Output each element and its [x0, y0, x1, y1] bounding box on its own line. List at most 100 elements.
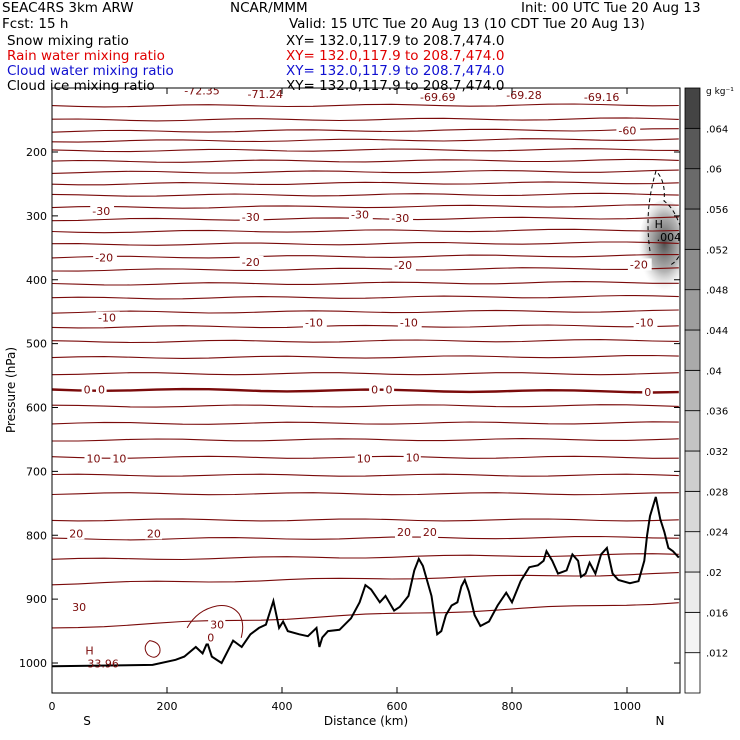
- extremum-value: .004066: [657, 231, 703, 244]
- contour-label: -71.24: [248, 88, 283, 101]
- y-tick-label: 700: [26, 465, 47, 478]
- x-tick-label: 400: [272, 700, 293, 713]
- contour-label: -10: [98, 311, 116, 324]
- contour-label: 0: [84, 384, 91, 397]
- contour-label-bg: [245, 88, 290, 100]
- contour-label: -10: [305, 317, 323, 330]
- plot-frame: [51, 87, 681, 694]
- contour-label: 20: [397, 526, 411, 539]
- temperature-contour-line: [52, 138, 679, 143]
- temperature-contour-line: [52, 281, 679, 286]
- center-label: NCAR/MMM: [230, 0, 308, 16]
- temperature-contour-line: [52, 535, 679, 541]
- init-time: Init: 00 UTC Tue 20 Aug 13: [521, 0, 701, 16]
- colorbar-bin: [684, 611, 701, 654]
- contour-label: -20: [242, 256, 260, 269]
- temperature-contour-line: [52, 387, 679, 394]
- x-tick-label: 200: [157, 700, 178, 713]
- contour-label-bg: [96, 311, 120, 324]
- temperature-contour-line: [52, 404, 679, 408]
- colorbar-level-label: .024: [706, 528, 728, 539]
- plot-area: -72.35 -71.24 -69.69 -69.28 -69.16 -60 -30 -30 -…: [52, 88, 703, 671]
- y-tick-label: 900: [26, 593, 47, 606]
- temperature-contour-line: [52, 572, 679, 586]
- temperature-contour-line: [52, 438, 679, 442]
- temperature-contour-line: [52, 309, 679, 314]
- temperature-contour-line: [52, 192, 679, 197]
- contour-label-bg: [110, 452, 128, 465]
- temperature-contour-line: [52, 354, 679, 359]
- colorbar-level-label: .032: [706, 447, 728, 458]
- rain-contour-squiggle: [186, 605, 244, 639]
- x-end-label-south: S: [83, 714, 91, 728]
- temperature-contour-line: [52, 553, 679, 561]
- cloud-ice-shading: [638, 199, 680, 296]
- x-tick-label: 1000: [613, 700, 641, 713]
- x-tick-label: 0: [49, 700, 56, 713]
- colorbar-level-label: .028: [706, 487, 728, 498]
- temperature-contour-line: [52, 117, 679, 122]
- contour-label-bg: [239, 211, 264, 224]
- temperature-contour-line: [52, 103, 679, 108]
- temperature-contour-line: [52, 169, 679, 174]
- colorbar-unit: g kg⁻¹: [706, 87, 734, 97]
- y-tick-label: 300: [26, 210, 47, 223]
- contour-label: -30: [391, 212, 409, 225]
- contour-label-bg: [67, 527, 85, 540]
- y-tick-label: 800: [26, 529, 47, 542]
- temperature-contour-line: [52, 339, 679, 344]
- contour-label-bg: [627, 258, 652, 271]
- temperature-contour-line: [52, 148, 679, 153]
- field-cloudwater-xy: XY= 132.0,117.9 to 208.7,474.0: [286, 63, 505, 79]
- contour-label-bg: [84, 452, 102, 465]
- colorbar-level-label: .056: [706, 205, 728, 216]
- temperature-contour-line: [52, 602, 679, 629]
- colorbar-level-label: .036: [706, 407, 728, 418]
- field-snow-name: Snow mixing ratio: [7, 33, 129, 49]
- contour-label: -60: [618, 124, 636, 137]
- contour-label: 10: [406, 451, 420, 464]
- colorbar-bin: [684, 168, 701, 210]
- contour-label-bg: [70, 600, 88, 613]
- colorbar-bin: [684, 652, 701, 694]
- contour-label-bg: [504, 89, 548, 102]
- contour-label-bg: [420, 526, 439, 539]
- colorbar-bin: [684, 571, 701, 613]
- contour-label: 10: [87, 453, 101, 466]
- contour-label: -20: [630, 258, 648, 271]
- contour-label: 20: [423, 526, 437, 539]
- rain-contour-squiggle: [144, 640, 161, 658]
- contour-label-bg: [239, 255, 264, 268]
- temperature-contour-line: [52, 518, 679, 522]
- contour-label-bg: [581, 91, 626, 104]
- contour-label: -69.28: [506, 89, 541, 102]
- y-tick-label: 600: [26, 402, 47, 415]
- extremum-value: 33.96: [87, 658, 119, 671]
- temperature-contour-line: [52, 128, 679, 133]
- cloud-water-dashed-contour: [647, 170, 680, 266]
- y-tick-label: 200: [26, 146, 47, 159]
- contour-label-bg: [616, 124, 641, 137]
- colorbar-level-label: .064: [706, 124, 728, 135]
- contour-label: -10: [636, 317, 654, 330]
- colorbar-bin: [684, 531, 701, 573]
- contour-label: -20: [95, 251, 113, 264]
- colorbar-level-label: .016: [706, 608, 728, 619]
- colorbar-bin: [684, 208, 701, 250]
- contour-label: -20: [394, 259, 412, 272]
- contour-label-bg: [205, 631, 216, 644]
- colorbar-level-label: .06: [706, 165, 722, 176]
- contour-label-bg: [395, 526, 413, 539]
- colorbar-level-label: .012: [706, 649, 728, 660]
- contour-label: 10: [357, 453, 371, 466]
- contour-label-bg: [208, 618, 226, 631]
- x-end-label-north: N: [656, 714, 665, 728]
- contour-label-bg: [403, 451, 421, 464]
- terrain-line: [52, 496, 680, 668]
- chart-header: SEAC4RS 3km ARW NCAR/MMM Init: 00 UTC Tu…: [0, 0, 740, 96]
- extremum-marker: H: [655, 218, 663, 231]
- colorbar-level-label: .04: [706, 366, 722, 377]
- contour-label-bg: [144, 527, 163, 540]
- temperature-contour-line: [52, 267, 679, 272]
- contour-label-bg: [392, 259, 416, 272]
